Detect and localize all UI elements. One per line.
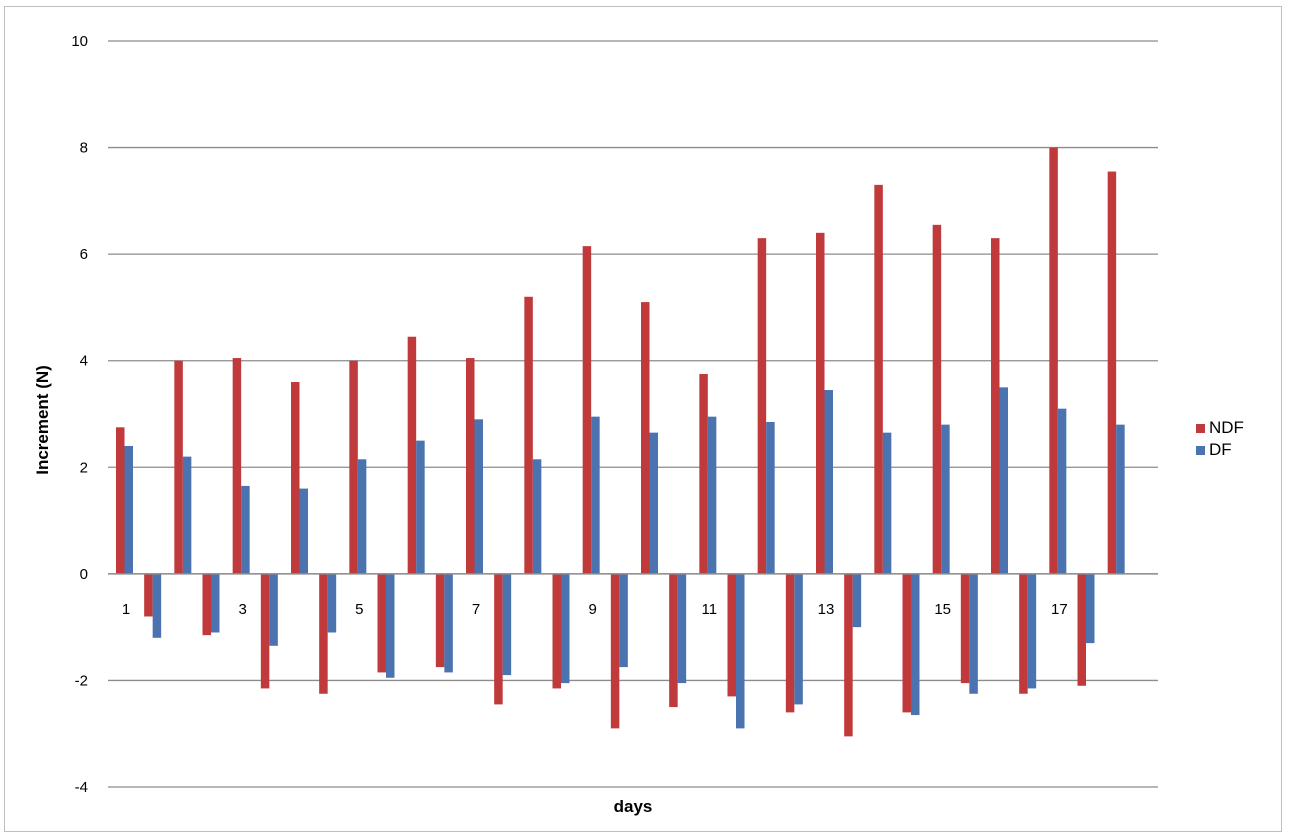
bar-ndf-positive-17 bbox=[1049, 147, 1058, 574]
bar-df-negative-3 bbox=[269, 573, 278, 646]
x-tick-label: 3 bbox=[238, 601, 246, 618]
bar-ndf-positive-9 bbox=[582, 246, 592, 574]
bar-ndf-negative-5 bbox=[377, 573, 386, 673]
bar-ndf-negative-7 bbox=[494, 573, 503, 705]
bar-df-negative-8 bbox=[561, 573, 570, 684]
bar-df-negative-2 bbox=[211, 573, 220, 633]
legend-swatch-df bbox=[1196, 446, 1205, 455]
bar-df-negative-10 bbox=[677, 573, 687, 684]
bar-ndf-positive-13 bbox=[816, 232, 825, 574]
bar-df-positive-15 bbox=[941, 424, 950, 574]
bar-df-negative-13 bbox=[852, 573, 862, 628]
legend-swatch-ndf bbox=[1196, 424, 1205, 433]
y-axis-ticks: -4 -2 0 2 4 6 8 10 bbox=[71, 33, 88, 796]
bar-ndf-positive-10 bbox=[641, 302, 650, 574]
bar-ndf-negative-9 bbox=[610, 573, 620, 729]
bar-ndf-negative-6 bbox=[435, 573, 445, 668]
bar-ndf-negative-10 bbox=[669, 573, 678, 708]
bar-df-positive-4 bbox=[299, 488, 308, 574]
bar-ndf-positive-5 bbox=[349, 360, 358, 574]
bar-df-positive-12 bbox=[766, 421, 775, 574]
bar-df-positive-2 bbox=[182, 456, 192, 574]
bar-ndf-negative-12 bbox=[785, 573, 795, 713]
legend-label-ndf: NDF bbox=[1209, 418, 1244, 437]
bar-df-positive-1 bbox=[124, 445, 133, 574]
bar-ndf-positive-7 bbox=[466, 358, 475, 574]
bar-df-negative-17 bbox=[1086, 573, 1095, 644]
bar-df-negative-9 bbox=[619, 573, 628, 668]
bar-df-positive-3 bbox=[241, 485, 250, 574]
y-tick-label: -2 bbox=[75, 672, 88, 689]
bar-ndf-positive-8 bbox=[524, 296, 533, 574]
bar-ndf-negative-3 bbox=[260, 573, 270, 689]
bar-ndf-positive-18 bbox=[1107, 171, 1117, 574]
bar-df-positive-14 bbox=[882, 432, 892, 574]
bar-df-positive-8 bbox=[532, 459, 542, 574]
x-tick-label: 7 bbox=[472, 601, 480, 618]
bar-df-positive-9 bbox=[591, 416, 600, 574]
bar-ndf-negative-13 bbox=[844, 573, 853, 737]
x-tick-label: 5 bbox=[355, 601, 363, 618]
bar-df-positive-5 bbox=[357, 459, 367, 574]
bar-df-negative-4 bbox=[327, 573, 337, 633]
bar-ndf-negative-17 bbox=[1077, 573, 1086, 686]
x-axis-category-labels: 1 3 5 7 9 11 13 15 17 bbox=[122, 601, 1068, 618]
bar-ndf-negative-8 bbox=[552, 573, 561, 689]
bar-df-positive-7 bbox=[474, 419, 483, 574]
bar-df-positive-16 bbox=[999, 387, 1008, 574]
bar-ndf-negative-1 bbox=[144, 573, 153, 617]
gridlines bbox=[108, 40, 1158, 788]
bar-df-positive-6 bbox=[416, 440, 425, 574]
bar-ndf-positive-4 bbox=[291, 382, 300, 574]
legend: NDF DF bbox=[1196, 418, 1244, 459]
bar-df-positive-10 bbox=[649, 432, 658, 574]
x-tick-label: 1 bbox=[122, 601, 130, 618]
bar-ndf-positive-11 bbox=[699, 374, 708, 574]
bar-ndf-negative-16 bbox=[1019, 573, 1028, 694]
legend-label-df: DF bbox=[1209, 440, 1232, 459]
bar-ndf-positive-3 bbox=[232, 358, 242, 574]
bar-df-negative-1 bbox=[152, 573, 162, 638]
bar-df-negative-6 bbox=[444, 573, 453, 673]
bar-ndf-positive-2 bbox=[174, 360, 183, 574]
y-tick-label: 4 bbox=[80, 353, 88, 370]
y-axis-title: Increment (N) bbox=[33, 365, 52, 475]
bar-ndf-positive-1 bbox=[116, 427, 125, 574]
y-tick-label: 10 bbox=[71, 33, 88, 50]
y-tick-label: 2 bbox=[80, 459, 88, 476]
y-tick-label: -4 bbox=[75, 779, 88, 796]
bar-df-negative-12 bbox=[794, 573, 803, 705]
y-tick-label: 0 bbox=[80, 566, 88, 583]
y-tick-label: 8 bbox=[80, 140, 88, 157]
bar-df-positive-18 bbox=[1116, 424, 1125, 574]
bar-df-negative-11 bbox=[736, 573, 745, 729]
bar-df-negative-7 bbox=[502, 573, 512, 676]
x-tick-label: 11 bbox=[702, 601, 718, 618]
bar-df-positive-11 bbox=[707, 416, 717, 574]
bar-ndf-positive-6 bbox=[407, 336, 417, 574]
bars bbox=[108, 147, 1158, 737]
bar-ndf-negative-4 bbox=[319, 573, 328, 694]
bar-df-negative-15 bbox=[969, 573, 978, 694]
bar-df-negative-14 bbox=[911, 573, 920, 716]
bar-df-positive-17 bbox=[1057, 408, 1067, 574]
bar-df-negative-16 bbox=[1027, 573, 1037, 689]
bar-ndf-negative-15 bbox=[960, 573, 970, 684]
x-axis-title: days bbox=[614, 797, 653, 816]
bar-df-positive-13 bbox=[824, 390, 833, 574]
x-tick-label: 17 bbox=[1051, 601, 1068, 618]
bar-ndf-negative-11 bbox=[727, 573, 736, 697]
x-tick-label: 13 bbox=[818, 601, 835, 618]
x-tick-label: 15 bbox=[934, 601, 951, 618]
bar-df-negative-5 bbox=[386, 573, 395, 678]
bar-ndf-positive-15 bbox=[932, 224, 942, 574]
bar-ndf-positive-14 bbox=[874, 184, 883, 574]
y-tick-label: 6 bbox=[80, 246, 88, 263]
bar-ndf-negative-2 bbox=[202, 573, 211, 636]
bar-ndf-negative-14 bbox=[902, 573, 911, 713]
bar-ndf-positive-16 bbox=[991, 238, 1000, 574]
x-tick-label: 9 bbox=[588, 601, 596, 618]
bar-ndf-positive-12 bbox=[757, 238, 767, 574]
